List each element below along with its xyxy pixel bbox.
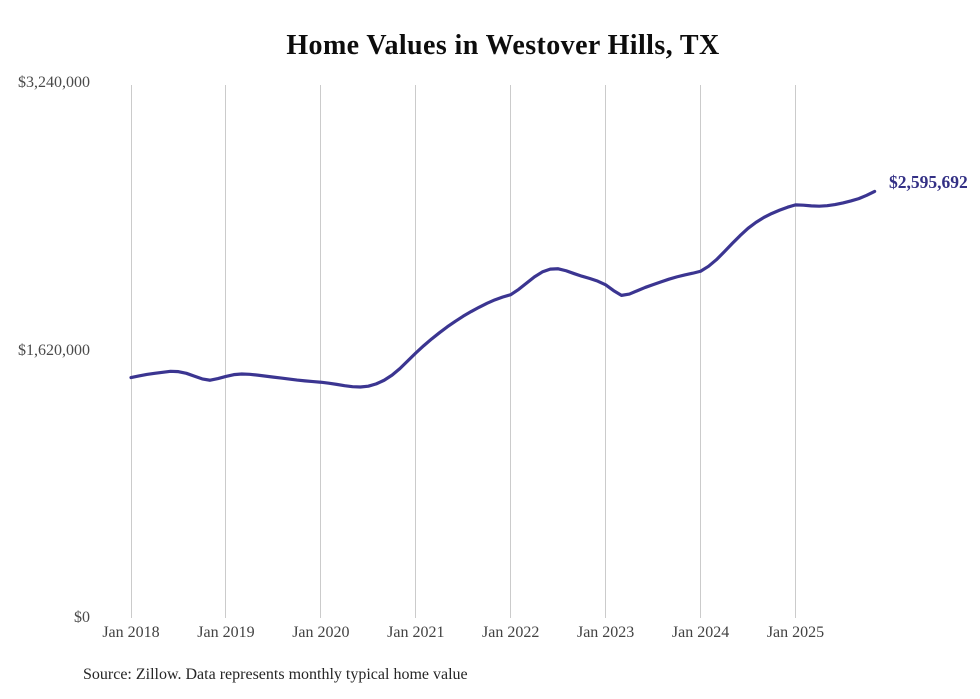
x-tick-label: Jan 2018 (102, 624, 160, 641)
gridline-jan-2023 (605, 85, 607, 618)
gridline-jan-2020 (320, 85, 322, 618)
home-value-line (129, 189, 877, 389)
x-tick-label: Jan 2019 (197, 624, 255, 641)
source-note: Source: Zillow. Data represents monthly … (83, 666, 468, 683)
x-tick-label: Jan 2022 (482, 624, 540, 641)
latest-value-label: $2,595,692 (889, 172, 968, 192)
x-tick-label: Jan 2021 (387, 624, 445, 641)
gridline-jan-2019 (225, 85, 227, 618)
y-tick-label: $1,620,000 (18, 341, 90, 359)
gridline-jan-2021 (415, 85, 417, 618)
x-tick-label: Jan 2024 (671, 624, 730, 641)
y-tick-label: $0 (74, 609, 90, 626)
gridline-jan-2024 (700, 85, 702, 618)
chart-title: Home Values in Westover Hills, TX (286, 30, 720, 61)
x-tick-label: Jan 2023 (576, 624, 635, 641)
x-tick-label: Jan 2020 (292, 624, 350, 641)
y-tick-label: $3,240,000 (18, 74, 90, 91)
x-tick-label: Jan 2025 (766, 624, 825, 641)
gridline-jan-2025 (795, 85, 796, 618)
gridline-jan-2018 (130, 85, 132, 618)
gridline-jan-2022 (510, 85, 512, 618)
